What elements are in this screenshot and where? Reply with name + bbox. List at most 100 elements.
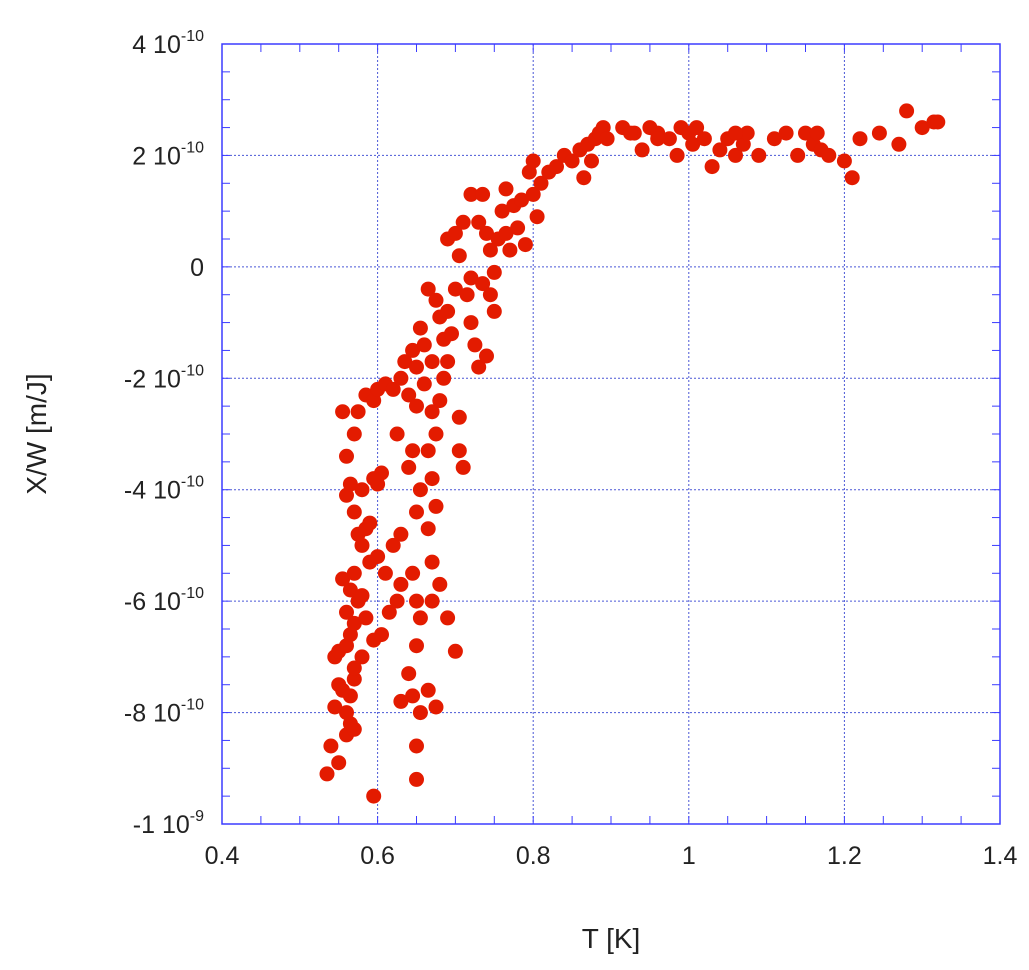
data-point xyxy=(424,593,440,609)
data-point xyxy=(339,705,354,721)
data-point xyxy=(467,337,483,353)
data-point xyxy=(319,766,335,782)
data-point xyxy=(444,326,459,342)
data-point xyxy=(471,214,487,230)
data-point xyxy=(420,521,436,537)
data-point xyxy=(529,209,545,225)
data-point xyxy=(412,705,428,721)
data-point xyxy=(486,264,502,280)
x-axis-title: T [K] xyxy=(582,923,641,954)
data-point xyxy=(401,459,417,475)
data-point xyxy=(346,721,362,737)
data-point xyxy=(510,220,526,236)
data-point xyxy=(778,125,794,141)
data-point xyxy=(463,270,479,286)
y-tick-label: 4 10-10 xyxy=(132,28,204,59)
data-point xyxy=(342,476,358,492)
data-point xyxy=(751,147,767,163)
data-point xyxy=(451,443,467,459)
data-point xyxy=(836,153,852,169)
data-point xyxy=(584,153,599,169)
data-point xyxy=(354,649,370,665)
data-point xyxy=(416,376,432,392)
data-point xyxy=(696,131,712,147)
data-point xyxy=(471,359,487,375)
data-point xyxy=(475,186,491,202)
data-point xyxy=(346,565,362,581)
data-point xyxy=(914,120,930,136)
data-point xyxy=(405,342,421,358)
y-tick-label: -4 10-10 xyxy=(124,474,204,505)
data-point xyxy=(393,526,409,542)
y-tick-label: -1 10-9 xyxy=(133,808,204,839)
data-point xyxy=(498,181,514,197)
data-point xyxy=(420,281,436,297)
data-point xyxy=(689,120,705,136)
y-tick-labels: 4 10-10 2 10-10 0 -2 10-10 -4 10-10 -6 10-10 -… xyxy=(124,28,204,839)
data-point xyxy=(704,159,720,175)
data-point xyxy=(428,426,444,442)
data-point xyxy=(451,248,467,264)
data-point xyxy=(409,738,424,754)
x-tick-labels: 0.4 0.6 0.8 1 1.2 1.4 xyxy=(205,842,1018,870)
data-point xyxy=(440,354,456,370)
x-tick-label: 1.4 xyxy=(983,842,1018,870)
data-point xyxy=(327,699,343,715)
data-point xyxy=(354,588,370,604)
data-point xyxy=(728,125,743,141)
data-points xyxy=(319,103,946,804)
x-tick-label: 1 xyxy=(682,842,696,870)
data-point xyxy=(871,125,887,141)
data-point xyxy=(393,693,409,709)
y-tick-label: 2 10-10 xyxy=(132,139,204,170)
data-point xyxy=(346,671,362,687)
data-point xyxy=(798,125,813,141)
data-point xyxy=(809,125,825,141)
data-point xyxy=(447,643,463,659)
data-point xyxy=(494,203,510,219)
data-point xyxy=(409,398,424,414)
data-point xyxy=(790,147,806,163)
data-point xyxy=(339,604,354,620)
data-point xyxy=(339,448,354,464)
data-point xyxy=(428,292,444,308)
data-point xyxy=(346,504,362,520)
data-point xyxy=(498,225,514,241)
data-point xyxy=(428,699,444,715)
data-point xyxy=(514,192,529,208)
data-point xyxy=(389,593,405,609)
data-point xyxy=(844,170,860,186)
data-point xyxy=(393,576,409,592)
plot-frame xyxy=(221,43,1001,825)
data-point xyxy=(440,303,456,319)
data-point xyxy=(354,482,370,498)
x-tick-label: 0.4 xyxy=(205,842,240,870)
data-point xyxy=(424,471,440,487)
data-point xyxy=(412,320,428,336)
data-point xyxy=(502,242,518,258)
data-point xyxy=(482,287,498,303)
data-point xyxy=(405,443,421,459)
data-point xyxy=(821,147,837,163)
data-point xyxy=(323,738,339,754)
y-tick-label: -6 10-10 xyxy=(124,585,204,616)
data-point xyxy=(428,498,444,514)
data-point xyxy=(335,571,351,587)
data-point xyxy=(409,504,424,520)
data-point xyxy=(412,610,428,626)
data-point xyxy=(533,175,549,191)
data-point xyxy=(342,688,358,704)
data-point xyxy=(576,170,592,186)
data-point xyxy=(436,370,452,386)
data-point xyxy=(463,186,479,202)
data-point xyxy=(517,237,533,253)
data-point xyxy=(331,755,347,771)
data-point xyxy=(377,565,393,581)
data-point xyxy=(350,404,366,420)
data-point xyxy=(385,381,401,397)
data-point xyxy=(634,142,650,158)
data-point xyxy=(564,153,580,169)
data-point xyxy=(455,459,471,475)
data-point xyxy=(650,131,666,147)
